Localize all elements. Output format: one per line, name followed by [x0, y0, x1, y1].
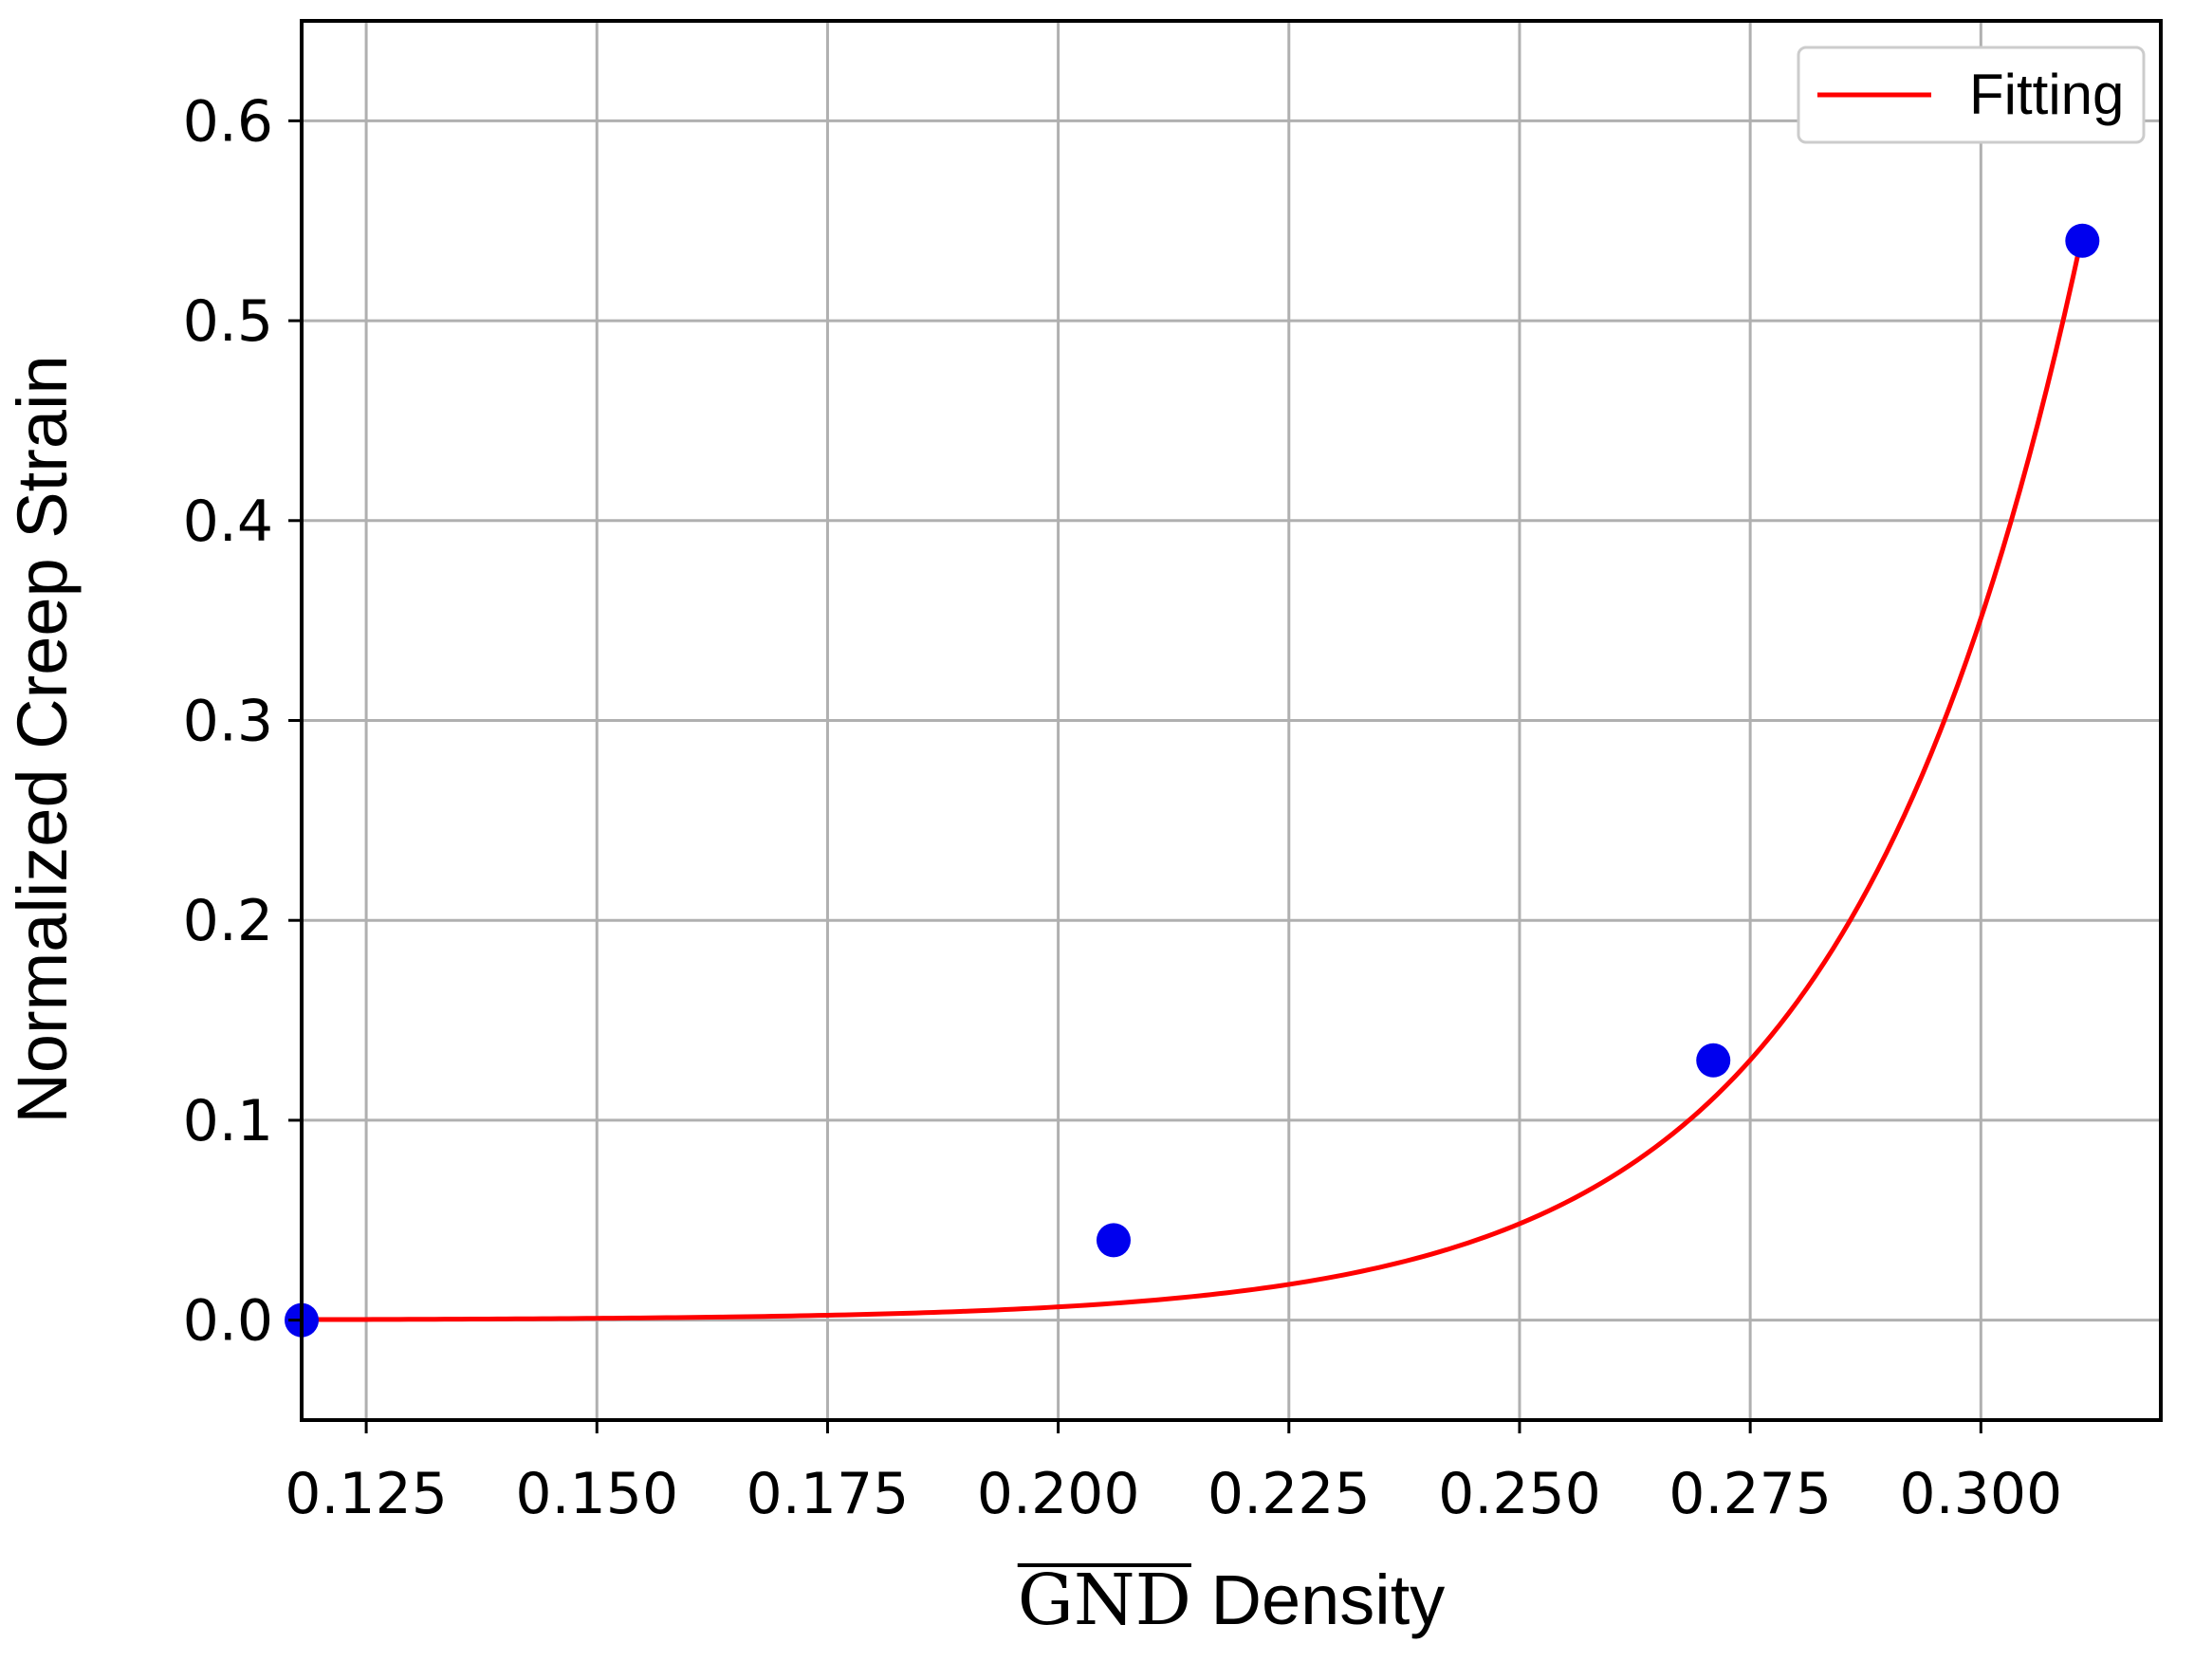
- x-ticks: 0.125 0.150 0.175 0.200 0.225 0.250 0.275 0.300: [285, 1420, 2062, 1527]
- x-tick-label: 0.175: [747, 1461, 910, 1527]
- y-tick-label: 0.3: [183, 689, 273, 755]
- x-tick-label: 0.250: [1438, 1461, 1601, 1527]
- data-point: [2065, 223, 2100, 258]
- y-tick-label: 0.6: [183, 88, 273, 155]
- x-axis-label-overlined: GND: [1018, 1560, 1191, 1641]
- y-tick-label: 0.1: [183, 1088, 273, 1154]
- y-tick-label: 0.2: [183, 888, 273, 954]
- x-axis-label: GND Density: [1018, 1560, 1446, 1641]
- x-tick-label: 0.125: [285, 1461, 448, 1527]
- fit-curve: [301, 233, 2085, 1322]
- data-point: [1096, 1223, 1131, 1258]
- data-point: [1696, 1043, 1731, 1078]
- y-ticks: 0.0 0.1 0.2 0.3 0.4 0.5 0.6: [183, 88, 302, 1355]
- y-tick-label: 0.5: [183, 288, 273, 355]
- grid: [302, 21, 2161, 1420]
- x-tick-label: 0.300: [1899, 1461, 2062, 1527]
- x-tick-label: 0.275: [1669, 1461, 1832, 1527]
- x-tick-label: 0.200: [977, 1461, 1140, 1527]
- x-tick-label: 0.225: [1208, 1461, 1371, 1527]
- y-tick-label: 0.4: [183, 489, 273, 555]
- legend-box: [1797, 46, 2146, 144]
- fit-layer: [301, 233, 2085, 1322]
- y-tick-label: 0.0: [183, 1288, 273, 1355]
- x-tick-label: 0.150: [515, 1461, 678, 1527]
- legend: Fitting: [1797, 46, 2146, 144]
- x-axis-label-rest: Density: [1211, 1560, 1446, 1639]
- legend-fit-label: Fitting: [1969, 63, 2124, 126]
- y-axis-label: Normalized Creep Strain: [3, 355, 82, 1123]
